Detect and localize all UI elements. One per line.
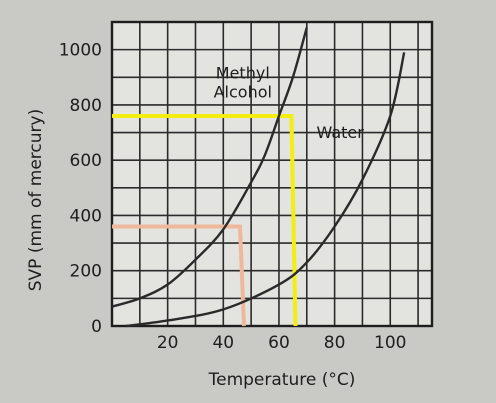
x-tick-label: 80 (324, 333, 346, 353)
x-tick-label: 40 (212, 333, 234, 353)
reference-lines (112, 113, 298, 327)
x-tick-label: 20 (157, 333, 179, 353)
plot-frame (110, 20, 434, 328)
reference-line (112, 224, 246, 327)
y-tick-label: 200 (70, 262, 102, 282)
series-label-methyl-alcohol: Alcohol (214, 83, 272, 102)
x-axis-label: Temperature (°C) (208, 370, 356, 390)
reference-line (112, 113, 298, 327)
grid (110, 20, 434, 328)
x-tick-label: 100 (374, 333, 406, 353)
y-tick-label: 600 (70, 151, 102, 171)
x-axis-ticks: 20 40 60 80 100 (157, 333, 407, 353)
y-axis-ticks: 0 200 400 600 800 1000 (59, 41, 102, 337)
y-tick-label: 800 (70, 96, 102, 116)
y-tick-label: 1000 (59, 41, 102, 61)
series-line-methyl-alcohol (111, 27, 308, 308)
y-axis-label: SVP (mm of mercury) (26, 109, 46, 291)
plot-area (112, 22, 432, 326)
y-tick-label: 0 (91, 317, 102, 337)
series-label-methyl-alcohol: Methyl (216, 64, 270, 83)
series-line-water (125, 52, 406, 328)
series-group (111, 27, 406, 328)
series-label-water: Water (317, 123, 365, 142)
x-tick-label: 60 (268, 333, 290, 353)
y-tick-label: 400 (70, 206, 102, 226)
